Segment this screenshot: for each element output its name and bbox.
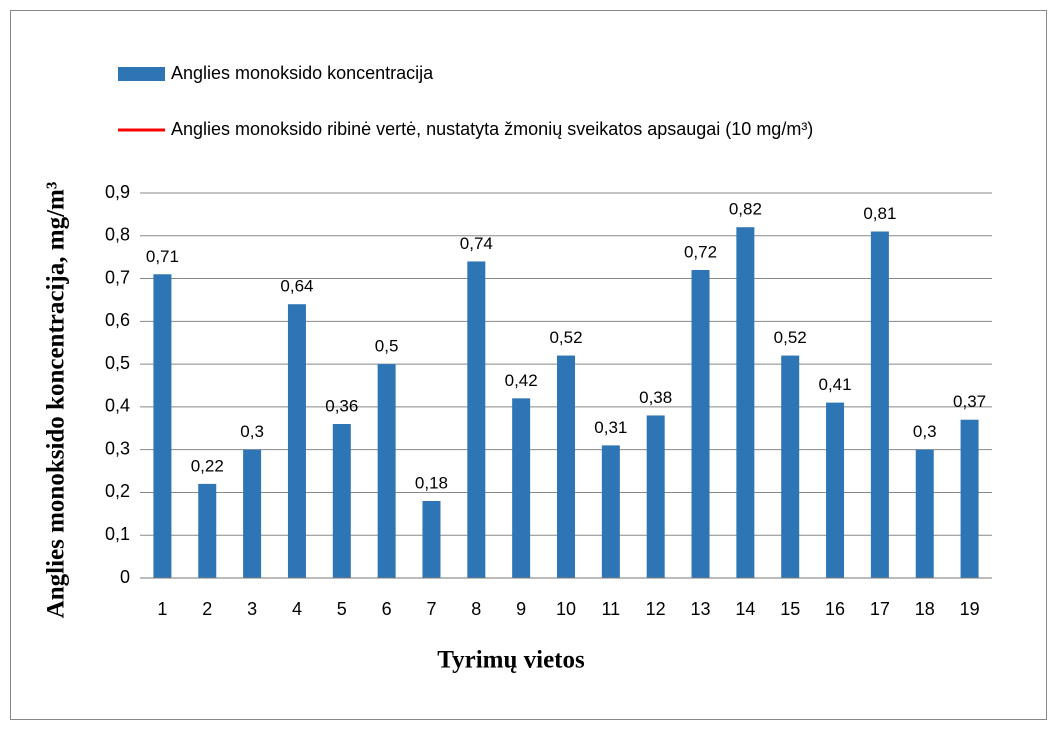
- data-label: 0,42: [505, 371, 538, 390]
- x-tick-label: 4: [292, 599, 302, 619]
- x-tick-label: 10: [556, 599, 576, 619]
- x-axis-label: Tyrimų vietos: [437, 647, 585, 674]
- x-tick-label: 11: [601, 599, 620, 619]
- x-tick-label: 6: [382, 599, 392, 619]
- bar: [198, 483, 217, 578]
- data-label: 0,41: [819, 375, 852, 394]
- bar: [377, 364, 396, 578]
- bar: [153, 274, 172, 578]
- x-tick-label: 2: [202, 599, 212, 619]
- data-label: 0,38: [639, 388, 672, 407]
- data-label: 0,52: [774, 328, 807, 347]
- data-label: 0,18: [415, 473, 448, 492]
- bar: [646, 415, 665, 578]
- data-label: 0,72: [684, 242, 717, 261]
- y-tick-label: 0,4: [105, 396, 130, 416]
- x-tick-label: 17: [870, 599, 890, 619]
- legend-label: Anglies monoksido koncentracija: [171, 63, 434, 83]
- x-tick-label: 3: [247, 599, 257, 619]
- bar: [960, 419, 979, 578]
- y-tick-label: 0: [120, 567, 130, 587]
- bar: [287, 304, 306, 578]
- data-label: 0,71: [146, 247, 179, 266]
- x-tick-label: 19: [960, 599, 980, 619]
- data-label: 0,3: [240, 422, 264, 441]
- data-label: 0,22: [191, 456, 224, 475]
- data-label: 0,3: [913, 422, 937, 441]
- x-tick-label: 1: [157, 599, 167, 619]
- x-tick-label: 7: [426, 599, 436, 619]
- y-tick-label: 0,2: [105, 481, 130, 501]
- x-tick-label: 9: [516, 599, 526, 619]
- y-tick-label: 0,8: [105, 225, 130, 245]
- bar: [512, 398, 531, 578]
- y-tick-label: 0,9: [105, 182, 130, 202]
- bar: [870, 231, 889, 578]
- x-tick-label: 15: [780, 599, 800, 619]
- y-tick-label: 0,7: [105, 267, 130, 287]
- data-label: 0,36: [325, 396, 358, 415]
- x-tick-label: 5: [337, 599, 347, 619]
- legend-label: Anglies monoksido ribinė vertė, nustatyt…: [171, 119, 813, 139]
- bar: [243, 449, 262, 578]
- data-label: 0,64: [280, 277, 313, 296]
- bar: [467, 261, 486, 578]
- bar: [557, 355, 575, 578]
- y-axis-label: Anglies monoksido koncentracija, mg/m³: [43, 182, 70, 619]
- bar: [781, 355, 800, 578]
- data-label: 0,52: [549, 328, 582, 347]
- data-label: 0,31: [594, 418, 627, 437]
- x-tick-label: 18: [915, 599, 935, 619]
- x-tick-label: 14: [735, 599, 755, 619]
- data-label: 0,37: [953, 392, 986, 411]
- bar: [915, 449, 934, 578]
- bar: [736, 227, 755, 578]
- y-tick-label: 0,5: [105, 353, 130, 373]
- bar: [422, 501, 441, 578]
- y-tick-label: 0,6: [105, 310, 130, 330]
- bar: [691, 270, 710, 578]
- bar: [332, 424, 351, 578]
- data-label: 0,82: [729, 200, 762, 219]
- y-tick-label: 0,3: [105, 438, 130, 458]
- legend-swatch: [118, 67, 165, 81]
- x-tick-label: 8: [471, 599, 481, 619]
- y-tick-label: 0,1: [105, 524, 130, 544]
- bar: [826, 402, 845, 578]
- data-label: 0,74: [460, 234, 493, 253]
- x-tick-label: 12: [646, 599, 666, 619]
- x-tick-label: 16: [825, 599, 845, 619]
- data-label: 0,81: [863, 204, 896, 223]
- x-tick-label: 13: [691, 599, 711, 619]
- data-label: 0,5: [375, 337, 399, 356]
- bar: [601, 445, 620, 578]
